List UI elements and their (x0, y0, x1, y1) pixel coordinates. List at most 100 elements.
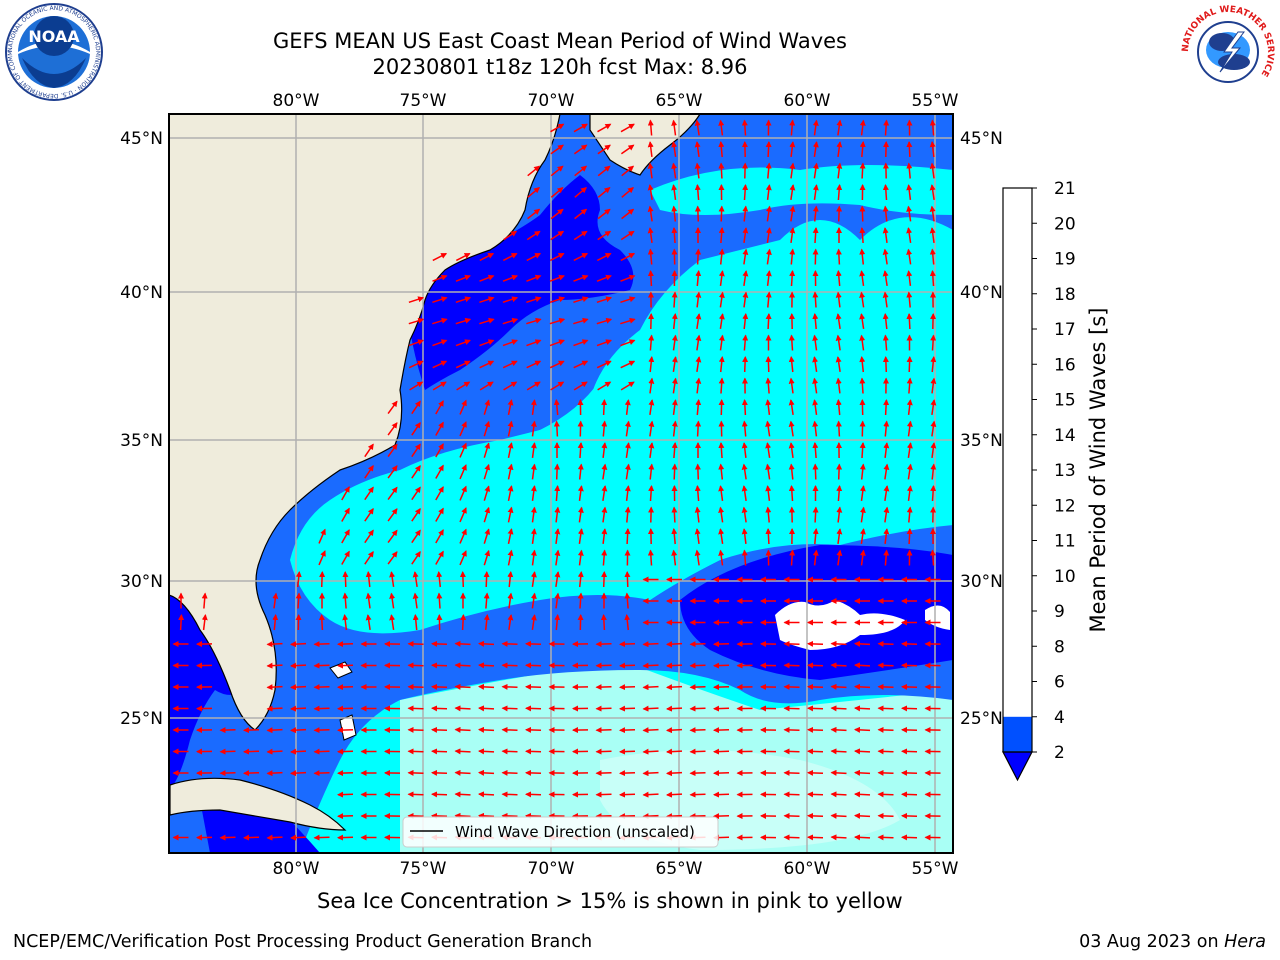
direction-arrow (577, 528, 584, 545)
direction-arrow (554, 549, 561, 566)
direction-arrow (859, 334, 866, 351)
direction-arrow (530, 528, 537, 545)
direction-arrow (501, 769, 518, 776)
direction-arrow (647, 227, 654, 244)
direction-arrow (454, 726, 471, 733)
direction-arrow (836, 506, 843, 523)
direction-arrow (836, 485, 843, 502)
direction-arrow (666, 705, 683, 712)
direction-arrow (455, 274, 471, 282)
direction-arrow (859, 248, 866, 265)
direction-arrow (807, 791, 824, 798)
direction-arrow (929, 248, 936, 265)
direction-arrow (501, 791, 518, 798)
direction-arrow (642, 727, 659, 734)
direction-arrow (835, 270, 842, 287)
direction-arrow (718, 442, 725, 459)
direction-arrow (573, 230, 588, 241)
direction-arrow (364, 464, 374, 479)
direction-arrow (507, 463, 514, 480)
direction-arrow (341, 507, 350, 522)
direction-arrow (906, 141, 913, 158)
direction-arrow (929, 270, 936, 287)
direction-arrow (694, 528, 701, 545)
direction-arrow (554, 592, 561, 609)
direction-arrow (620, 252, 636, 262)
direction-arrow (835, 356, 842, 373)
direction-arrow (807, 662, 824, 669)
direction-arrow (695, 248, 702, 265)
direction-arrow (412, 614, 419, 631)
direction-arrow (648, 420, 655, 437)
direction-arrow (835, 334, 842, 351)
direction-arrow (671, 184, 678, 201)
direction-arrow (526, 252, 542, 262)
direction-arrow (431, 812, 448, 819)
cuba-land (169, 777, 347, 831)
direction-arrow (765, 184, 772, 200)
direction-arrow (454, 705, 471, 712)
direction-arrow (526, 339, 542, 347)
direction-arrow (906, 270, 913, 286)
direction-arrow (459, 485, 467, 501)
direction-arrow (666, 662, 683, 669)
colorbar-tick-label: 6 (1054, 673, 1065, 693)
direction-arrow (789, 184, 796, 201)
direction-arrow (387, 400, 398, 415)
direction-arrow (671, 549, 678, 566)
direction-arrow (718, 528, 725, 545)
direction-arrow (313, 684, 330, 691)
direction-arrow (550, 144, 564, 155)
direction-arrow (478, 705, 495, 712)
direction-arrow (906, 399, 913, 415)
direction-arrow (601, 420, 608, 437)
direction-arrow (906, 248, 913, 265)
direction-arrow (483, 592, 490, 609)
direction-arrow (830, 748, 847, 755)
direction-arrow (478, 683, 495, 690)
direction-arrow (501, 726, 518, 733)
direction-arrow (930, 442, 937, 459)
direction-arrow (671, 227, 678, 244)
bahamas-island-2 (339, 714, 357, 741)
direction-arrow (364, 486, 374, 501)
direction-arrow (530, 506, 537, 523)
direction-arrow (812, 399, 819, 416)
direction-arrow (624, 571, 631, 588)
direction-arrow (527, 165, 541, 177)
direction-arrow (877, 683, 894, 690)
direction-arrow (694, 463, 701, 480)
direction-arrow (364, 507, 374, 522)
lon-label-bottom: 55°W (912, 859, 959, 879)
direction-arrow (854, 812, 871, 819)
direction-arrow (836, 162, 843, 179)
direction-arrow (601, 442, 608, 458)
direction-arrow (642, 662, 659, 669)
direction-arrow (364, 550, 374, 565)
direction-arrow (859, 463, 866, 480)
direction-arrow (883, 420, 890, 437)
direction-arrow (459, 399, 467, 415)
direction-arrow (549, 252, 565, 262)
direction-arrow (789, 205, 796, 222)
direction-arrow (877, 640, 894, 647)
direction-arrow (877, 769, 894, 776)
direction-arrow (503, 381, 518, 391)
direction-arrow (741, 463, 748, 480)
direction-arrow (718, 270, 725, 287)
direction-arrow (830, 726, 847, 733)
lat-label-left: 35°N (120, 431, 163, 451)
direction-arrow (483, 463, 491, 480)
direction-arrow (290, 641, 307, 648)
colorbar-tick-label: 13 (1054, 461, 1076, 481)
direction-arrow (835, 248, 842, 265)
direction-arrow (929, 205, 936, 222)
lon-label-bottom: 80°W (273, 859, 320, 879)
direction-arrow (765, 506, 772, 523)
direction-arrow (882, 227, 889, 244)
direction-arrow (460, 614, 467, 631)
direction-arrow (906, 377, 913, 394)
direction-arrow (859, 313, 866, 330)
direction-arrow (741, 549, 748, 566)
direction-arrow (765, 420, 772, 437)
